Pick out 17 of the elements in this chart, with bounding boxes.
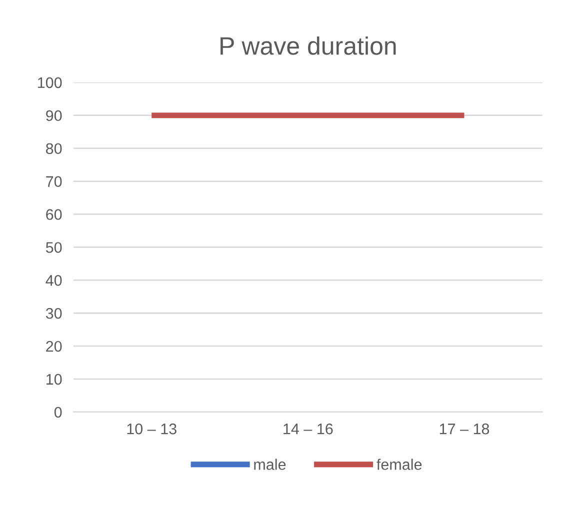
y-tick-label: 50	[46, 242, 62, 253]
x-tick-label: 10 – 13	[127, 424, 176, 434]
y-tick-label: 20	[46, 340, 62, 352]
chart-title: P wave duration	[220, 36, 396, 55]
y-tick-label: 40	[46, 275, 62, 286]
y-tick-label: 0	[54, 406, 62, 418]
x-tick-label: 17 – 18	[440, 424, 490, 434]
legend-label: male	[254, 458, 286, 470]
y-tick-label: 30	[46, 308, 62, 319]
y-tick-label: 90	[46, 110, 62, 122]
y-tick-label: 10	[46, 374, 62, 385]
legend-label: female	[376, 458, 422, 470]
y-tick-label: 70	[46, 176, 62, 187]
y-tick-label: 100	[38, 77, 62, 88]
x-tick-label: 14 – 16	[284, 424, 333, 434]
y-tick-label: 80	[46, 143, 62, 154]
y-tick-label: 60	[46, 209, 62, 220]
